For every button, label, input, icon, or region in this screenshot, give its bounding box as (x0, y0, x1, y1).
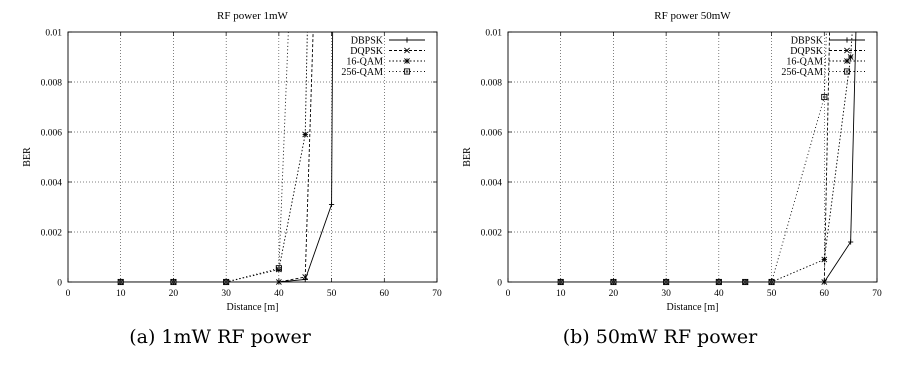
x-tick-label: 70 (872, 289, 882, 299)
chart-title: RF power 50mW (654, 10, 731, 22)
legend-label: DBPSK (791, 36, 824, 47)
y-tick-label: 0.01 (45, 29, 62, 39)
y-tick-label: 0.01 (485, 29, 502, 39)
y-tick-label: 0.002 (481, 229, 503, 239)
y-tick-label: 0.004 (41, 179, 63, 189)
chart-rf-50mw: RF power 50mW 0 10 20 30 40 50 60 70 0 0.002 0.004 0… (440, 0, 880, 320)
series-dqpsk (118, 32, 313, 285)
x-tick-label: 20 (169, 289, 179, 299)
y-axis-label: BER (462, 147, 473, 167)
x-tick-label: 0 (66, 289, 71, 299)
legend-label: 256-QAM (781, 67, 823, 78)
caption-a: (a) 1mW RF power (0, 326, 440, 348)
legend-label: 16-QAM (786, 57, 823, 68)
caption-b: (b) 50mW RF power (440, 326, 880, 348)
y-tick-label: 0.002 (41, 229, 63, 239)
legend-marker (404, 69, 409, 74)
legend-label: 256-QAM (341, 67, 383, 78)
y-tick-label: 0.006 (41, 129, 63, 139)
x-tick-label: 60 (380, 289, 390, 299)
data-point (329, 202, 334, 207)
data-point (822, 257, 827, 262)
x-axis-label: Distance [m] (667, 302, 719, 313)
chart-title: RF power 1mW (217, 10, 289, 22)
x-tick-label: 30 (661, 289, 671, 299)
x-tick-label: 30 (221, 289, 231, 299)
x-tick-label: 50 (327, 289, 337, 299)
y-tick-label: 0 (57, 279, 62, 289)
y-tick-label: 0 (497, 279, 502, 289)
figure-a: RF power 1mW 0 10 20 30 40 50 60 70 0 0.002 0.004 0.… (0, 0, 440, 378)
legend-label: DBPSK (351, 36, 384, 47)
data-point (848, 239, 853, 244)
legend-marker (404, 37, 409, 42)
legend-label: DQPSK (350, 46, 384, 57)
x-tick-label: 10 (116, 289, 126, 299)
series-line (121, 32, 289, 282)
legend-marker (404, 58, 409, 63)
x-tick-label: 50 (767, 289, 777, 299)
legend-label: 16-QAM (346, 57, 383, 68)
figure-b: RF power 50mW 0 10 20 30 40 50 60 70 0 0.002 0.004 0… (440, 0, 880, 378)
x-tick-label: 40 (714, 289, 724, 299)
x-tick-label: 10 (556, 289, 566, 299)
x-tick-label: 60 (820, 289, 830, 299)
x-tick-label: 20 (609, 289, 619, 299)
y-tick-label: 0.008 (481, 79, 503, 89)
data-point (303, 277, 308, 282)
legend-marker (844, 58, 849, 63)
legend-label: DQPSK (790, 46, 824, 57)
x-tick-label: 0 (506, 289, 511, 299)
series-line (121, 32, 308, 282)
y-tick-label: 0.006 (481, 129, 503, 139)
x-tick-label: 40 (274, 289, 284, 299)
legend-marker (844, 37, 849, 42)
series-line (121, 32, 313, 282)
series-256-qam (118, 32, 288, 285)
y-tick-label: 0.004 (481, 179, 503, 189)
y-tick-label: 0.008 (41, 79, 63, 89)
series-16-qam (118, 32, 308, 285)
x-axis-label: Distance [m] (227, 302, 279, 313)
y-axis-label: BER (22, 147, 33, 167)
data-point (303, 132, 308, 137)
